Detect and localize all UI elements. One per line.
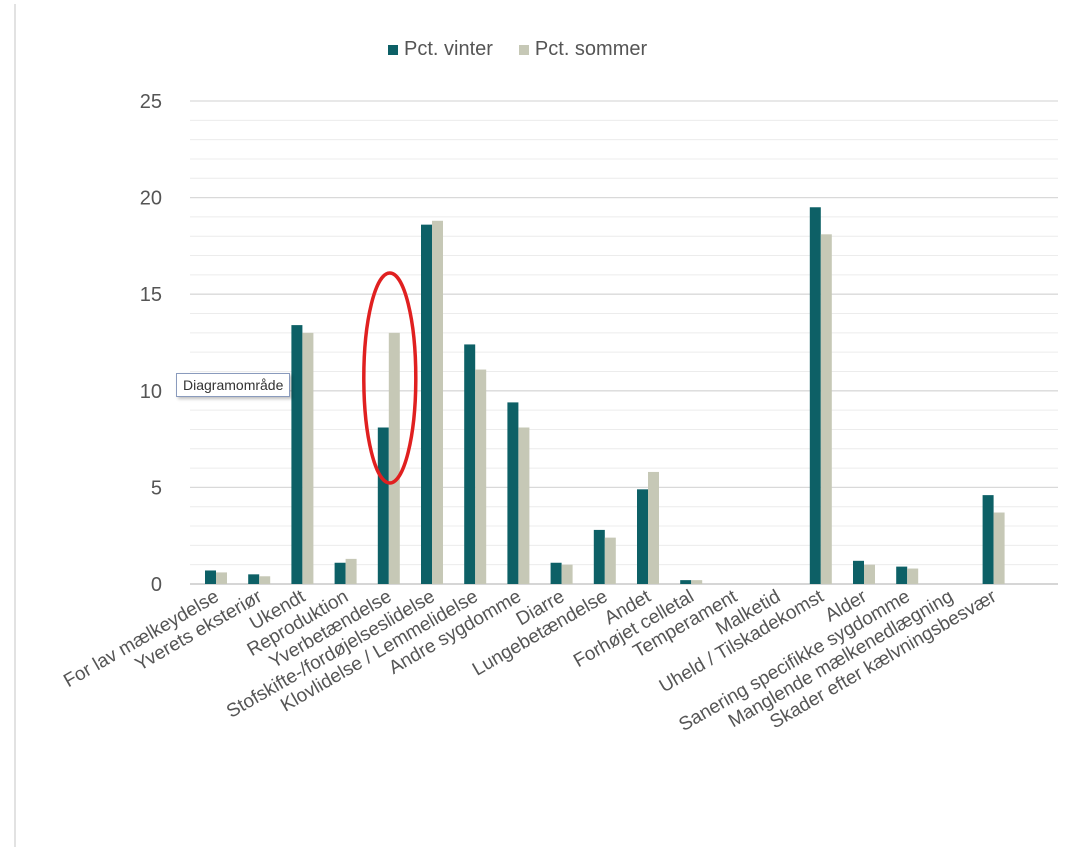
chart-frame [14,4,1073,847]
bar-winter [550,562,562,584]
y-tick-label: 10 [140,381,162,403]
y-tick-label: 25 [140,91,162,113]
y-tick-label: 5 [151,477,162,499]
legend-label-summer: Pct. sommer [534,38,648,60]
bar-summer [518,427,530,584]
bar-summer [475,369,487,584]
bar-winter [248,574,260,584]
y-tick-label: 20 [140,188,162,210]
bar-winter [205,570,216,584]
bar-winter [896,566,908,584]
bar-summer [648,471,659,584]
bar-summer [561,564,573,584]
bar-winter [637,489,648,584]
bar-winter [982,495,994,584]
bar-winter [291,325,303,584]
bar-summer [907,568,919,584]
bar-summer [259,576,271,584]
legend-swatch-winter [388,44,398,55]
bar-summer [388,332,400,584]
bar-summer [604,537,616,584]
bar-summer [864,564,875,584]
bar-winter [464,344,476,584]
bar-winter [377,427,389,584]
bar-summer [691,580,703,584]
highlight-ellipse [362,271,418,485]
y-tick-label: 15 [140,284,162,306]
legend-swatch-summer [518,44,529,55]
bar-summer [820,234,832,585]
bar-summer [432,220,443,584]
bar-winter [421,224,432,584]
bar-winter [680,580,692,584]
legend-entry-summer: Pct. sommer [518,38,648,61]
bar-winter [593,529,605,584]
legend-entry-winter: Pct. vinter [388,38,493,61]
bar-winter [507,402,519,584]
chart-area-tooltip: Diagramområde [176,373,291,397]
bar-summer [345,558,357,584]
bar-winter [809,207,821,584]
bar-winter [853,560,864,584]
bar-winter [334,562,346,584]
chart-legend: Pct. vinter Pct. sommer [388,38,673,61]
legend-label-winter: Pct. vinter [404,38,493,60]
bar-summer [302,332,314,584]
y-tick-label: 0 [151,574,162,596]
bar-summer [216,572,227,584]
bar-summer [993,512,1005,584]
